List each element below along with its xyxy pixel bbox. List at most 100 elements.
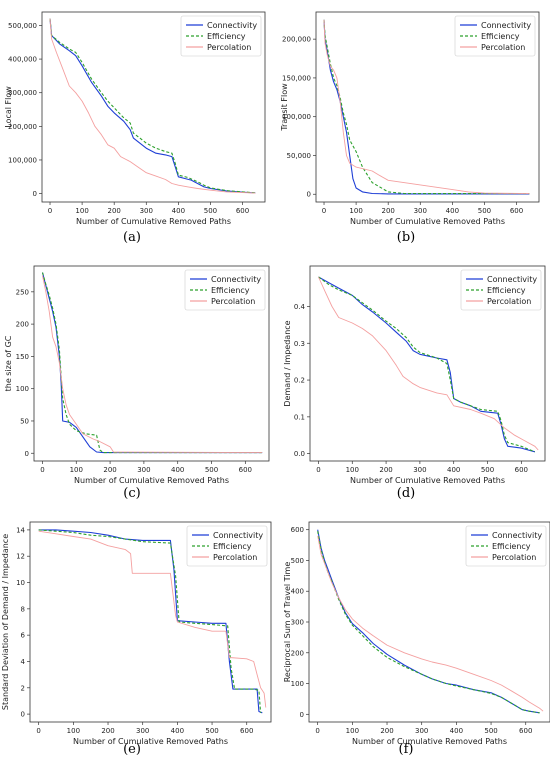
x-tick-label: 100 [70, 466, 83, 474]
legend-label-connectivity: Connectivity [213, 531, 263, 540]
legend-label-percolation: Percolation [207, 43, 251, 52]
y-tick-label: 100 [291, 680, 304, 688]
y-tick-label: 400,000 [8, 56, 37, 64]
series-line-percolation [317, 535, 544, 712]
x-tick-label: 100 [349, 207, 362, 215]
y-axis-title: Demand / Impedance [283, 320, 292, 406]
x-tick-label: 200 [380, 727, 393, 735]
y-tick-label: 500,000 [8, 22, 37, 30]
y-tick-label: 0.4 [294, 303, 306, 311]
y-tick-label: 150 [16, 353, 29, 361]
y-tick-label: 250 [16, 288, 29, 296]
series-line-connectivity [318, 276, 536, 453]
series-line-efficiency [323, 19, 530, 195]
series-line-percolation [38, 530, 267, 708]
legend-label-percolation: Percolation [481, 43, 525, 52]
x-tick-label: 100 [346, 466, 359, 474]
legend-label-efficiency: Efficiency [207, 32, 246, 41]
plot-frame [29, 521, 272, 723]
x-tick-label: 0 [40, 466, 44, 474]
legend-label-efficiency: Efficiency [492, 542, 531, 551]
chart-panel-5: 0 100 200 300 400 500 600 0 2 4 6 8 10 12 14 Number of … [1, 521, 272, 757]
x-tick-label: 500 [481, 466, 494, 474]
x-axis-title: Number of Cumulative Removed Paths [74, 476, 229, 485]
y-tick-label: 400 [291, 588, 304, 596]
x-tick-label: 300 [413, 466, 426, 474]
x-tick-label: 500 [205, 466, 218, 474]
panel-caption: (c) [123, 486, 140, 501]
x-tick-label: 500 [205, 727, 218, 735]
series-line-connectivity [317, 529, 540, 714]
x-tick-label: 300 [136, 727, 149, 735]
legend: Connectivity Efficiency Percolation [184, 269, 266, 311]
y-axis-title: Local Flow [4, 86, 13, 128]
legend-label-connectivity: Connectivity [492, 531, 542, 540]
y-tick-label: 6 [21, 632, 26, 640]
y-tick-label: 100,000 [8, 156, 37, 164]
y-tick-label: 500 [291, 557, 304, 565]
panel-caption: (f) [399, 742, 414, 757]
plot-frame [315, 11, 540, 203]
x-tick-label: 600 [515, 466, 528, 474]
x-tick-label: 300 [137, 466, 150, 474]
plot-frame [41, 11, 266, 203]
y-tick-label: 10 [16, 579, 25, 587]
x-tick-label: 600 [236, 207, 249, 215]
x-tick-label: 200 [382, 207, 395, 215]
legend: Connectivity Efficiency Percolation [180, 15, 262, 57]
x-tick-label: 400 [172, 207, 185, 215]
panel-caption: (a) [123, 230, 141, 245]
x-tick-label: 0 [36, 727, 40, 735]
x-tick-label: 0 [322, 207, 326, 215]
series-line-percolation [318, 276, 539, 451]
y-tick-label: 300 [291, 619, 304, 627]
x-tick-label: 200 [101, 727, 114, 735]
plot-frame [33, 265, 270, 462]
plot-frame [309, 265, 546, 462]
legend-box [465, 525, 547, 567]
legend-box [186, 525, 268, 567]
legend-label-efficiency: Efficiency [487, 286, 526, 295]
y-tick-label: 0.1 [294, 413, 305, 421]
chart-panel-3: 0 100 200 300 400 500 600 0 50 100 150 200 250 Number… [4, 265, 270, 501]
x-tick-label: 400 [446, 207, 459, 215]
x-tick-label: 100 [67, 727, 80, 735]
x-tick-label: 500 [204, 207, 217, 215]
legend: Connectivity Efficiency Percolation [460, 269, 542, 311]
x-tick-label: 0 [315, 727, 319, 735]
x-tick-label: 100 [346, 727, 359, 735]
legend-box [180, 15, 262, 57]
legend-label-efficiency: Efficiency [211, 286, 250, 295]
legend-box [454, 15, 536, 57]
y-tick-label: 150,000 [282, 74, 311, 82]
y-axis-title: Transit Flow [280, 83, 289, 132]
legend-label-connectivity: Connectivity [487, 275, 537, 284]
series-line-connectivity [41, 272, 263, 454]
y-tick-label: 200 [16, 321, 29, 329]
series-line-connectivity [49, 18, 256, 194]
series-line-efficiency [317, 531, 540, 714]
y-axis-title: Reciprocal Sum of Travel Time [283, 562, 292, 683]
series-line-efficiency [49, 18, 256, 194]
x-tick-label: 400 [447, 466, 460, 474]
x-tick-label: 400 [171, 466, 184, 474]
panel-caption: (e) [123, 742, 141, 757]
y-tick-label: 200,000 [8, 123, 37, 131]
x-tick-label: 600 [239, 466, 252, 474]
legend: Connectivity Efficiency Percolation [465, 525, 547, 567]
y-tick-label: 0.2 [294, 377, 305, 385]
x-tick-label: 200 [379, 466, 392, 474]
legend: Connectivity Efficiency Percolation [186, 525, 268, 567]
x-tick-label: 200 [103, 466, 116, 474]
y-tick-label: 14 [16, 526, 25, 534]
y-tick-label: 200 [291, 649, 304, 657]
y-tick-label: 4 [21, 658, 26, 666]
x-tick-label: 0 [48, 207, 52, 215]
y-tick-label: 50,000 [287, 152, 312, 160]
series-line-percolation [49, 18, 256, 194]
y-tick-label: 200,000 [282, 36, 311, 44]
x-tick-label: 600 [240, 727, 253, 735]
legend-label-efficiency: Efficiency [213, 542, 252, 551]
chart-panel-6: 0 100 200 300 400 500 600 0 100 200 300 400 500 600 Nu… [283, 521, 550, 757]
x-tick-label: 600 [519, 727, 532, 735]
